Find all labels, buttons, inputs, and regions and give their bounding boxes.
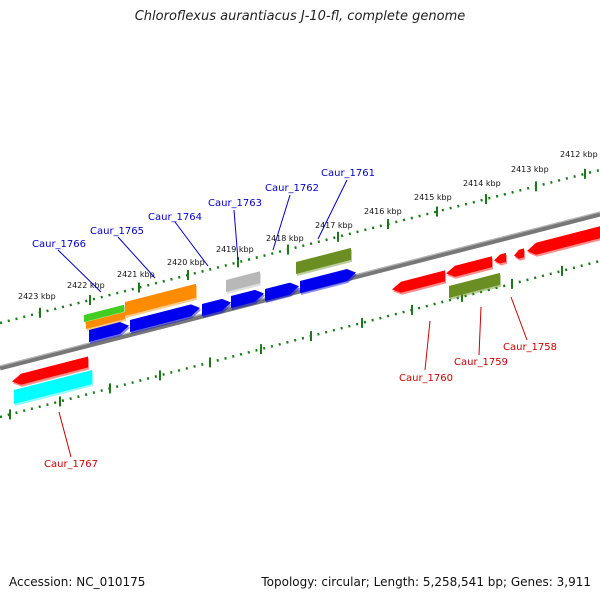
topology-text: Topology: circular; Length: 5,258,541 bp… (261, 575, 591, 589)
gene-label-caur-1767: Caur_1767 (44, 459, 98, 470)
leader-line-caur-1760 (424, 320, 431, 371)
gene-caur-1758-b-body (527, 226, 600, 255)
gene-caur-1766-orange-body (86, 311, 125, 329)
gene-caur-1761-olive (296, 247, 352, 276)
leader-line-caur-1759 (478, 306, 482, 356)
gene-caur-1759-red-body (494, 252, 506, 264)
gene-label-caur-1764: Caur_1764 (148, 212, 202, 223)
leader-line-caur-1761 (317, 179, 348, 240)
gene-caur-1767-cyan (14, 369, 93, 406)
gene-caur-1760 (392, 270, 446, 295)
gene-caur-1766-blue-body (89, 322, 129, 342)
gene-caur-1764-body (130, 304, 200, 332)
scale-label: 2420 kbp (167, 258, 205, 267)
gene-caur-1759-red (494, 252, 507, 266)
gene-caur-1766-green-body (84, 304, 124, 322)
gene-caur-1759-olive (449, 272, 501, 300)
gene-caur-1760b (446, 256, 493, 279)
gene-label-caur-1761: Caur_1761 (321, 168, 375, 179)
gene-caur-1767-cyan-body (14, 369, 92, 404)
gene-caur-1766-blue (89, 322, 130, 344)
gene-caur-1758-a (514, 248, 525, 261)
gene-caur-1763-grey-body (226, 271, 260, 292)
scale-label: 2419 kbp (216, 245, 254, 254)
leader-line-caur-1762 (272, 194, 291, 251)
gene-caur-1766-green (84, 304, 125, 324)
leader-line-caur-1765 (117, 236, 156, 279)
scale-label: 2422 kbp (67, 281, 105, 290)
gene-caur-1767-red-body (12, 356, 88, 385)
gene-caur-1764 (130, 304, 201, 334)
gene-caur-1762-body (265, 282, 299, 301)
genome-title: Chloroflexus aurantiacus J-10-fl, comple… (134, 9, 466, 24)
scale-label: 2414 kbp (463, 179, 501, 188)
gene-caur-1764b-body (202, 298, 231, 316)
gene-caur-1764b (202, 298, 232, 318)
gene-caur-1762 (265, 282, 300, 303)
gene-caur-1763-blue (231, 289, 265, 310)
gene-label-caur-1758: Caur_1758 (503, 342, 557, 353)
gene-caur-1758-b (527, 226, 600, 257)
gene-caur-1763-blue-body (231, 289, 264, 308)
gene-label-caur-1759: Caur_1759 (454, 357, 508, 368)
leader-line-caur-1758 (510, 296, 528, 341)
gene-caur-1765 (125, 283, 197, 318)
gene-label-caur-1765: Caur_1765 (90, 226, 144, 237)
gene-caur-1761-olive-body (296, 247, 351, 274)
scale-label: 2418 kbp (266, 234, 304, 243)
leader-line-caur-1767 (58, 411, 72, 458)
scale-label: 2415 kbp (414, 193, 452, 202)
gene-caur-1760b-body (446, 256, 492, 277)
gene-label-caur-1760: Caur_1760 (399, 373, 453, 384)
leader-line-caur-1763 (233, 209, 239, 261)
gene-caur-1758-a-body (514, 248, 524, 259)
leader-line-caur-1764 (174, 221, 209, 267)
gene-caur-1761-blue-body (300, 268, 356, 293)
scale-label: 2412 kbp (560, 150, 598, 159)
gene-caur-1765-body (125, 283, 196, 316)
gene-caur-1767-red (12, 356, 89, 387)
gene-caur-1763-grey (226, 271, 261, 294)
scale-label: 2413 kbp (511, 165, 549, 174)
leader-line-caur-1766 (57, 249, 102, 293)
scale-label: 2421 kbp (117, 270, 155, 279)
scale-label: 2423 kbp (18, 292, 56, 301)
gene-caur-1759-olive-body (449, 272, 500, 298)
gene-label-caur-1762: Caur_1762 (265, 183, 319, 194)
gene-caur-1766-orange (86, 311, 126, 331)
gene-caur-1761-blue (300, 268, 357, 295)
scale-label: 2416 kbp (364, 207, 402, 216)
gene-caur-1760-body (392, 270, 445, 293)
gene-label-caur-1763: Caur_1763 (208, 198, 262, 209)
accession-text: Accession: NC_010175 (9, 575, 146, 589)
scale-label: 2417 kbp (315, 221, 353, 230)
gene-label-caur-1766: Caur_1766 (32, 239, 86, 250)
